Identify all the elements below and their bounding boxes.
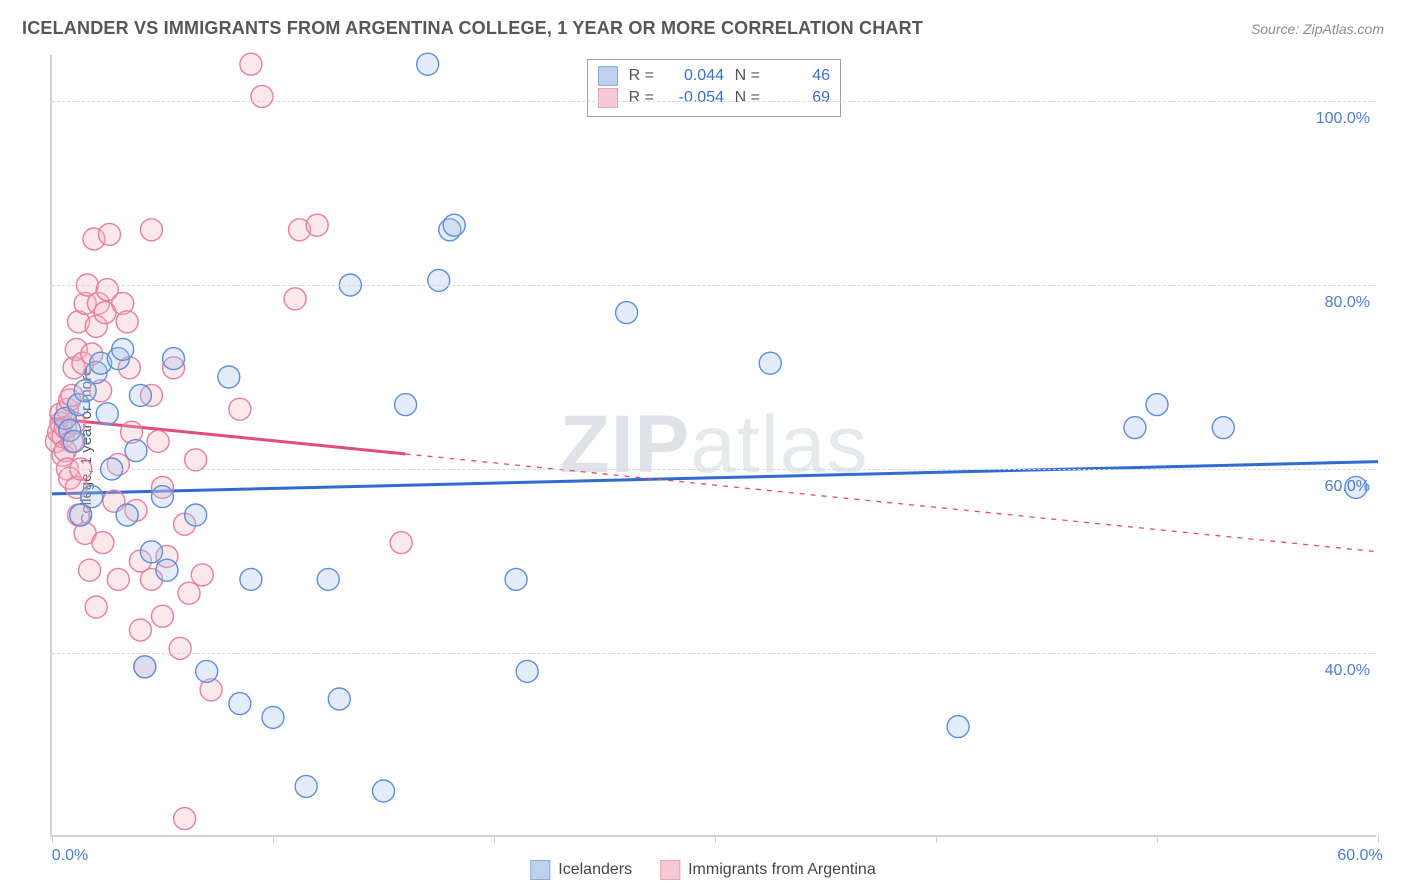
r-label: R = — [626, 67, 654, 85]
data-point-blue — [1124, 417, 1146, 439]
data-point-blue — [616, 302, 638, 324]
data-point-pink — [79, 559, 101, 581]
data-point-blue — [417, 53, 439, 75]
x-tick — [273, 835, 274, 843]
data-point-blue — [328, 688, 350, 710]
x-tick-label: 60.0% — [1337, 847, 1382, 865]
data-point-blue — [443, 214, 465, 236]
data-point-blue — [129, 384, 151, 406]
scatter-points — [52, 55, 1376, 835]
data-point-blue — [428, 269, 450, 291]
data-point-blue — [140, 541, 162, 563]
gridline — [52, 469, 1376, 470]
x-tick — [52, 835, 53, 843]
legend-item-blue: Icelanders — [530, 860, 632, 880]
y-tick-label: 100.0% — [1316, 110, 1370, 128]
data-point-pink — [251, 85, 273, 107]
data-point-blue — [163, 348, 185, 370]
data-point-blue — [229, 693, 251, 715]
correlation-legend: R = 0.044 N = 46 R = -0.054 N = 69 — [587, 59, 841, 117]
legend-label-pink: Immigrants from Argentina — [688, 861, 876, 879]
data-point-pink — [129, 619, 151, 641]
legend-row-pink: R = -0.054 N = 69 — [598, 88, 830, 108]
data-point-blue — [1212, 417, 1234, 439]
data-point-pink — [169, 637, 191, 659]
data-point-blue — [295, 775, 317, 797]
data-point-blue — [373, 780, 395, 802]
n-value-pink: 69 — [768, 89, 830, 107]
data-point-blue — [505, 568, 527, 590]
x-tick — [936, 835, 937, 843]
data-point-pink — [140, 219, 162, 241]
y-tick-label: 80.0% — [1325, 294, 1370, 312]
data-point-blue — [218, 366, 240, 388]
legend-item-pink: Immigrants from Argentina — [660, 860, 876, 880]
data-point-blue — [395, 394, 417, 416]
r-label: R = — [626, 89, 654, 107]
x-tick — [715, 835, 716, 843]
n-value-blue: 46 — [768, 67, 830, 85]
data-point-blue — [759, 352, 781, 374]
r-value-pink: -0.054 — [662, 89, 724, 107]
data-point-pink — [390, 532, 412, 554]
data-point-blue — [262, 706, 284, 728]
data-point-blue — [240, 568, 262, 590]
data-point-blue — [317, 568, 339, 590]
data-point-blue — [1146, 394, 1168, 416]
x-tick-label: 0.0% — [52, 847, 88, 865]
plot-area: ZIPatlas R =0.044N =46R =-0.054N =69 40.… — [50, 55, 1376, 837]
data-point-pink — [92, 532, 114, 554]
data-point-pink — [178, 582, 200, 604]
data-point-pink — [191, 564, 213, 586]
n-label: N = — [732, 67, 760, 85]
data-point-blue — [134, 656, 156, 678]
data-point-blue — [947, 716, 969, 738]
gridline — [52, 653, 1376, 654]
data-point-pink — [174, 808, 196, 830]
data-point-blue — [185, 504, 207, 526]
data-point-pink — [284, 288, 306, 310]
data-point-blue — [125, 440, 147, 462]
data-point-pink — [240, 53, 262, 75]
data-point-pink — [107, 568, 129, 590]
data-point-pink — [85, 596, 107, 618]
data-point-blue — [156, 559, 178, 581]
series-legend: Icelanders Immigrants from Argentina — [530, 860, 875, 880]
x-tick — [1378, 835, 1379, 843]
gridline — [52, 285, 1376, 286]
data-point-blue — [81, 486, 103, 508]
data-point-blue — [196, 660, 218, 682]
data-point-blue — [112, 338, 134, 360]
data-point-pink — [147, 430, 169, 452]
x-tick — [494, 835, 495, 843]
data-point-pink — [152, 605, 174, 627]
data-point-blue — [116, 504, 138, 526]
legend-swatch-blue — [530, 860, 550, 880]
legend-row-blue: R = 0.044 N = 46 — [598, 66, 830, 86]
x-tick — [1157, 835, 1158, 843]
data-point-blue — [516, 660, 538, 682]
legend-swatch-pink — [598, 88, 618, 108]
legend-swatch-pink — [660, 860, 680, 880]
r-value-blue: 0.044 — [662, 67, 724, 85]
n-label: N = — [732, 89, 760, 107]
data-point-pink — [116, 311, 138, 333]
data-point-pink — [229, 398, 251, 420]
legend-label-blue: Icelanders — [558, 861, 632, 879]
data-point-blue — [63, 430, 85, 452]
chart-title: ICELANDER VS IMMIGRANTS FROM ARGENTINA C… — [22, 18, 923, 39]
data-point-blue — [96, 403, 118, 425]
data-point-pink — [98, 223, 120, 245]
source-label: Source: ZipAtlas.com — [1251, 21, 1384, 37]
data-point-blue — [152, 486, 174, 508]
data-point-pink — [306, 214, 328, 236]
y-tick-label: 40.0% — [1325, 662, 1370, 680]
gridline — [52, 101, 1376, 102]
data-point-pink — [185, 449, 207, 471]
y-tick-label: 60.0% — [1325, 478, 1370, 496]
legend-swatch-blue — [598, 66, 618, 86]
